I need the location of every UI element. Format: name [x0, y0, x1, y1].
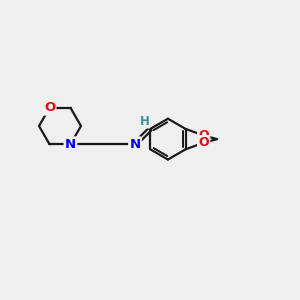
- Text: O: O: [198, 129, 209, 142]
- Text: O: O: [198, 136, 209, 149]
- Text: N: N: [65, 138, 76, 151]
- Text: N: N: [129, 138, 141, 151]
- Text: O: O: [44, 101, 55, 114]
- Text: H: H: [140, 115, 149, 128]
